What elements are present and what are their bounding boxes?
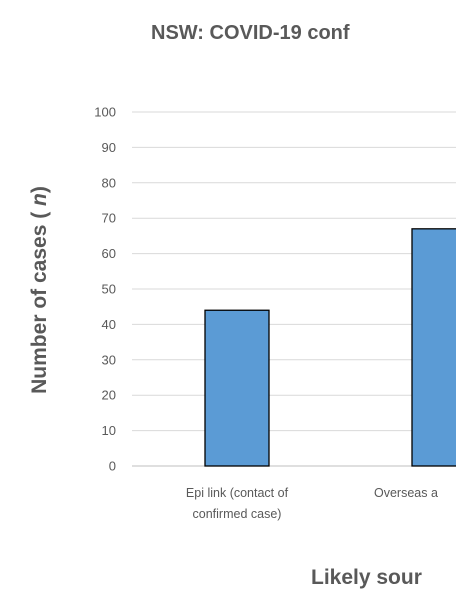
y-tick-label-10: 10 — [102, 423, 116, 438]
x-category-label-0-line-1: confirmed case) — [193, 507, 282, 521]
x-category-label-0: Epi link (contact of confirmed case) — [186, 486, 289, 521]
bars-layer — [204, 228, 456, 467]
x-category-label-1-line-0: Overseas a — [374, 486, 438, 500]
y-axis-label-text: Number of cases ( — [28, 212, 51, 394]
chart-title: NSW: COVID-19 conf — [151, 22, 350, 44]
y-tick-labels: 0 10 20 30 40 50 60 70 80 90 100 — [94, 105, 116, 474]
x-axis-label: Likely sour — [311, 566, 422, 589]
y-tick-label-40: 40 — [102, 317, 116, 332]
y-tick-label-0: 0 — [109, 459, 116, 474]
y-tick-label-100: 100 — [94, 105, 116, 120]
y-tick-label-70: 70 — [102, 211, 116, 226]
y-tick-label-90: 90 — [102, 140, 116, 155]
y-tick-label-50: 50 — [102, 282, 116, 297]
grid-layer — [132, 111, 456, 467]
y-tick-label-60: 60 — [102, 246, 116, 261]
bar-1 — [411, 228, 456, 467]
bar-0 — [204, 309, 270, 467]
x-category-labels: Epi link (contact of confirmed case) Overs… — [186, 486, 438, 521]
x-category-label-1: Overseas a — [374, 486, 438, 500]
x-category-label-0-line-0: Epi link (contact of — [186, 486, 289, 500]
y-axis-label-italic-n: n — [28, 193, 51, 206]
y-axis-label: Number of cases ( n) — [28, 186, 51, 394]
y-tick-label-20: 20 — [102, 388, 116, 403]
y-tick-label-80: 80 — [102, 175, 116, 190]
y-tick-label-30: 30 — [102, 352, 116, 367]
y-axis-label-close: ) — [28, 186, 51, 193]
